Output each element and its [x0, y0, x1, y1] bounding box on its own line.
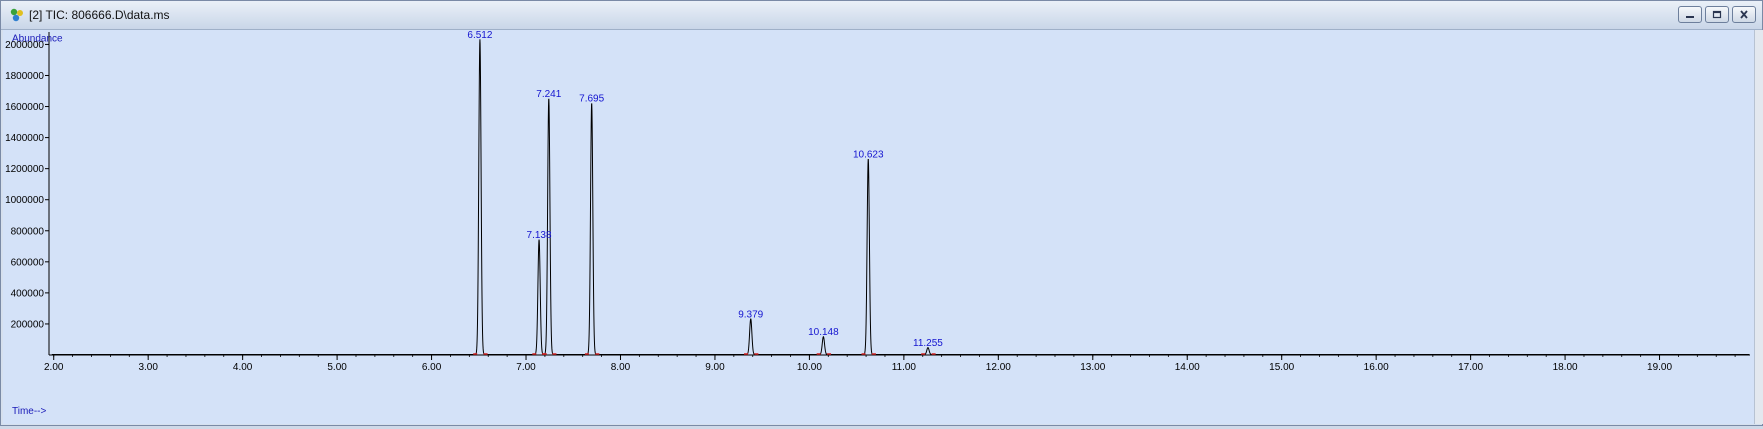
minimize-icon [1686, 16, 1694, 18]
axes [48, 32, 1750, 356]
x-tick-label: 16.00 [1364, 362, 1389, 373]
window-title: [2] TIC: 806666.D\data.ms [29, 8, 170, 22]
y-tick-label: 1200000 [5, 164, 44, 175]
title-bar[interactable]: [2] TIC: 806666.D\data.ms [1, 1, 1762, 30]
x-tick-label: 18.00 [1553, 362, 1578, 373]
peak-label: 9.379 [738, 309, 763, 320]
x-tick-label: 5.00 [327, 362, 347, 373]
y-tick-label: 1000000 [5, 195, 44, 206]
close-icon [1740, 10, 1748, 19]
y-tick-label: 200000 [11, 319, 45, 330]
x-tick-label: 17.00 [1458, 362, 1483, 373]
plot-area[interactable]: Abundance Time--> 200000 400000 600000 8000… [3, 30, 1754, 424]
tic-trace [51, 39, 1750, 356]
x-tick-label: 15.00 [1269, 362, 1294, 373]
restore-button[interactable] [1705, 6, 1729, 23]
y-tick-label: 800000 [11, 226, 45, 237]
chromatogram-app-icon [10, 8, 23, 22]
y-axis-label: Abundance [12, 33, 63, 44]
y-tick-label: 1800000 [5, 71, 44, 82]
x-tick-label: 19.00 [1647, 362, 1672, 373]
chromatogram-chart: Abundance Time--> 200000 400000 600000 8000… [5, 30, 1750, 417]
y-tick-label: 1400000 [5, 133, 44, 144]
x-tick-label: 7.00 [516, 362, 536, 373]
minimize-button[interactable] [1678, 6, 1702, 23]
peak-label: 6.512 [467, 30, 492, 41]
x-tick-label: 4.00 [233, 362, 253, 373]
peak-label: 10.623 [853, 149, 884, 160]
peak-label: 10.148 [808, 327, 839, 338]
y-tick-label: 400000 [11, 288, 45, 299]
x-tick-label: 12.00 [986, 362, 1011, 373]
x-tick-label: 13.00 [1080, 362, 1105, 373]
x-tick-label: 11.00 [892, 362, 917, 373]
vertical-scrollbar[interactable] [1754, 30, 1763, 424]
restore-icon [1712, 10, 1722, 19]
peak-label: 7.241 [536, 89, 561, 100]
tick-group: 200000 400000 600000 800000 1000000 1200000 14… [5, 40, 1736, 373]
x-tick-label: 10.00 [797, 362, 822, 373]
y-tick-label: 600000 [11, 257, 45, 268]
x-tick-label: 3.00 [138, 362, 158, 373]
peak-label: 11.255 [913, 338, 943, 349]
y-tick-label: 1600000 [5, 102, 44, 113]
peak-labels: 6.512 7.138 7.241 7.695 9.379 10.148 10.623 11.… [467, 30, 943, 349]
close-button[interactable] [1732, 6, 1756, 23]
x-tick-label: 2.00 [44, 362, 64, 373]
x-axis-label: Time--> [12, 406, 47, 417]
y-tick-label: 2000000 [5, 40, 44, 51]
peak-label: 7.138 [527, 230, 552, 241]
x-tick-label: 14.00 [1175, 362, 1200, 373]
x-tick-label: 9.00 [705, 362, 725, 373]
x-tick-label: 6.00 [422, 362, 442, 373]
x-tick-label: 8.00 [611, 362, 631, 373]
peak-label: 7.695 [579, 93, 604, 104]
